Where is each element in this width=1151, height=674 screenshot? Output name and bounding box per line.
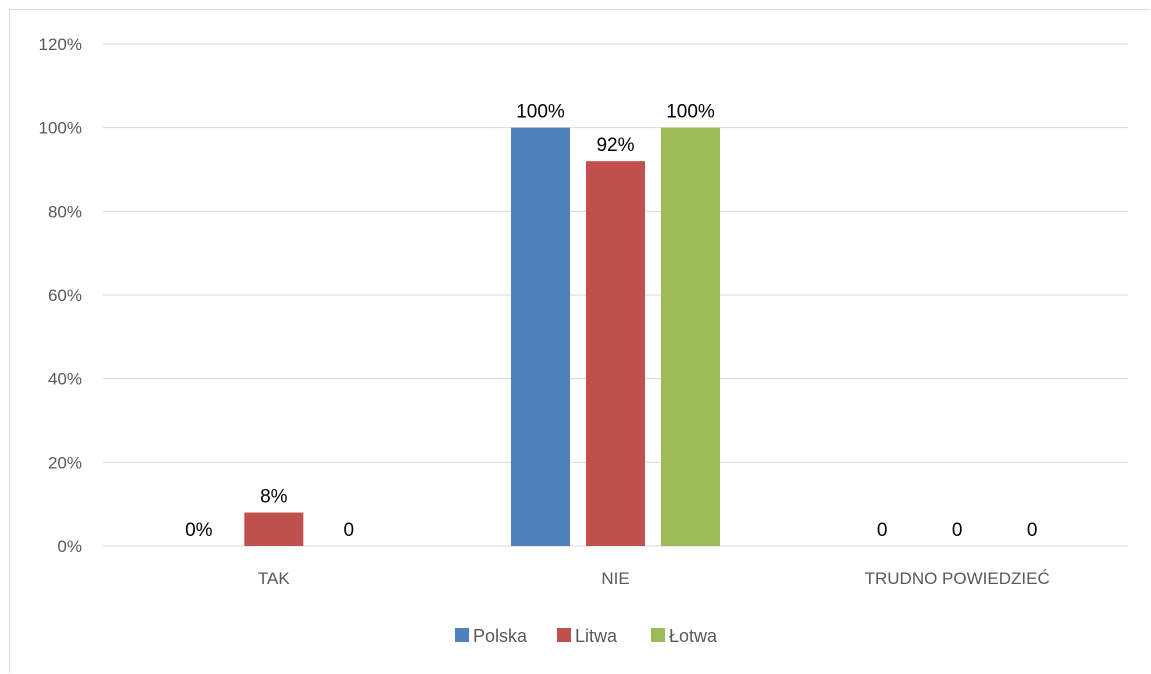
data-label: 0 bbox=[952, 520, 963, 541]
bar bbox=[511, 127, 570, 547]
data-label: 100% bbox=[516, 102, 565, 123]
legend-swatch bbox=[557, 628, 571, 642]
bar bbox=[244, 512, 304, 546]
y-tick-label: 20% bbox=[48, 453, 82, 472]
y-tick-label: 120% bbox=[39, 35, 82, 54]
x-category-label: TAK bbox=[258, 569, 290, 588]
x-category-label: TRUDNO POWIEDZIEĆ bbox=[865, 569, 1050, 588]
legend-label: Litwa bbox=[575, 626, 618, 646]
y-tick-label: 100% bbox=[39, 119, 82, 138]
chart-frame bbox=[9, 9, 1150, 673]
data-label: 0 bbox=[877, 520, 888, 541]
bar bbox=[586, 161, 645, 546]
data-label: 92% bbox=[596, 135, 634, 156]
data-label: 0% bbox=[185, 520, 213, 541]
y-tick-label: 0% bbox=[57, 537, 82, 556]
y-tick-label: 40% bbox=[48, 370, 82, 389]
bar bbox=[661, 127, 720, 547]
legend-label: Łotwa bbox=[669, 626, 718, 646]
data-label: 100% bbox=[666, 102, 715, 123]
data-label: 8% bbox=[260, 487, 288, 508]
data-label: 0 bbox=[344, 520, 355, 541]
x-category-label: NIE bbox=[601, 569, 629, 588]
data-label: 0 bbox=[1027, 520, 1038, 541]
legend-swatch bbox=[455, 628, 469, 642]
y-tick-label: 80% bbox=[48, 202, 82, 221]
legend-label: Polska bbox=[473, 626, 528, 646]
legend-swatch bbox=[651, 628, 665, 642]
y-tick-label: 60% bbox=[48, 286, 82, 305]
